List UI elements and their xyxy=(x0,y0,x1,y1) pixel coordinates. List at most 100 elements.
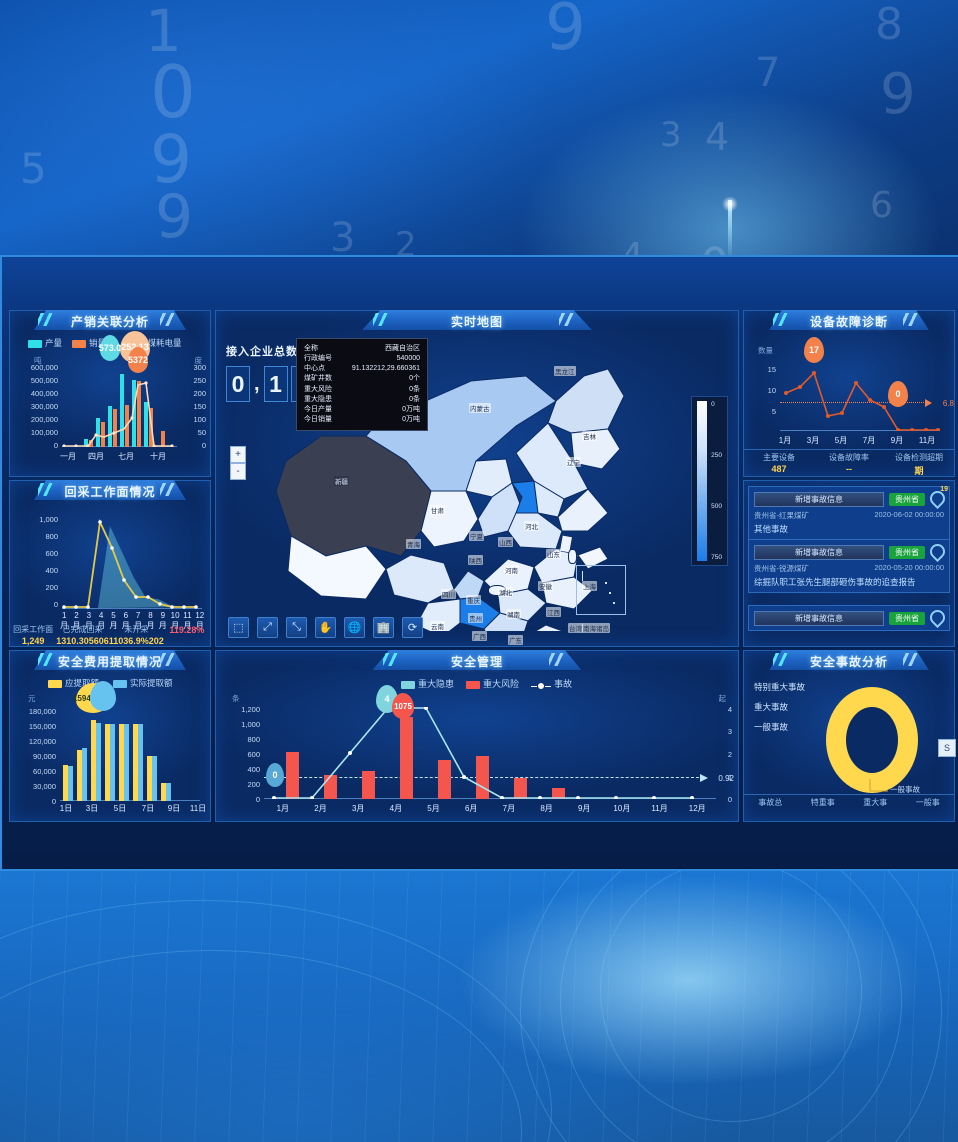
legend-safety-cost: 应提取额 实际提取额 xyxy=(48,677,173,689)
panel-mining-face: 回采工作面情况 1,000 800 600 400 200 0 xyxy=(9,480,211,647)
location-pin-icon xyxy=(926,540,949,563)
xtick-production: 一月 xyxy=(60,452,76,461)
accident-desc: 其他事故 xyxy=(754,524,789,534)
counter-digit: 1 xyxy=(263,366,288,402)
accident-province-badge: 贵州省 xyxy=(889,492,925,506)
callout-output: 573.0 xyxy=(99,335,121,361)
average-line xyxy=(780,402,928,403)
select-icon[interactable]: ⬚ xyxy=(228,617,249,638)
accident-time: 2020-05-20 00:00:00 xyxy=(874,563,944,572)
xtick-mining: 12月 xyxy=(195,611,205,630)
map-label-province: 湖北 xyxy=(498,587,513,597)
map-zoom-controls[interactable]: + - xyxy=(230,446,246,480)
accident-tag: 新增事故信息 xyxy=(754,544,884,560)
chart-mining-face-plot xyxy=(62,517,202,609)
location-pin-icon: 19 xyxy=(926,486,949,510)
legend-tick: 0 xyxy=(711,401,715,408)
map-label-province: 上海 xyxy=(582,581,597,591)
enterprise-counter-label: 接入企业总数 xyxy=(226,346,298,358)
xtick-equipment: 1月 xyxy=(778,436,792,445)
axis-unit-right-production: 度 xyxy=(194,356,203,365)
expand-icon[interactable]: ⤢ xyxy=(257,617,278,638)
legend-item-major: 重大事故 xyxy=(754,702,789,712)
map-toolbar[interactable]: ⬚ ⤢ ⤡ ✋ 🌐 🏢 ⟳ xyxy=(228,617,423,638)
tooltip-row: 中心点 91.132212,29.660361 xyxy=(304,365,420,373)
footer-mining-face: 回采工作面 1,249 已完成回采 1310.305606 未开采 11036.9%2… xyxy=(10,622,210,646)
xtick-production: 四月 xyxy=(88,452,104,461)
xtick-mining: 5月 xyxy=(109,611,118,630)
chart-safety-cost-plot: 159497168 xyxy=(60,681,200,801)
xtick-safety-cost: 5日 xyxy=(113,804,127,813)
xtick-safety: 9月 xyxy=(577,804,591,813)
map-label-province: 广东 xyxy=(508,635,523,645)
accident-item[interactable]: 新增事故信息 贵州省 19 贵州省-红果煤矿 2020-06-02 00:00:… xyxy=(748,486,950,540)
axis-unit-left-safety: 条 xyxy=(232,694,240,703)
globe-icon[interactable]: 🌐 xyxy=(344,617,365,638)
xtick-safety-cost: 7日 xyxy=(141,804,155,813)
map-zoom-in-button[interactable]: + xyxy=(230,446,246,463)
location-pin-icon xyxy=(926,606,949,629)
xtick-production: 七月 xyxy=(118,452,134,461)
axis-unit-right-safety: 起 xyxy=(718,694,727,703)
footer-stat: 设备检测超期期 xyxy=(895,453,943,476)
counter-digit: 0 xyxy=(226,366,250,402)
panel-title-safety-management: 安全管理 xyxy=(216,650,738,672)
map-label-province: 贵州 xyxy=(468,613,483,623)
legend-item-hazard: 重大隐患 xyxy=(401,677,454,690)
panel-safety-management: 安全管理 重大隐患 重大风险 事故 条 起 1,200 1,000 800 60… xyxy=(215,650,739,822)
refresh-icon[interactable]: ⟳ xyxy=(402,617,423,638)
accident-tag: 新增事故信息 xyxy=(754,491,884,507)
accident-item[interactable]: 新增事故信息 贵州省 xyxy=(748,605,950,631)
donut-annotation: 一般事故 xyxy=(890,785,920,794)
accident-time: 2020-06-02 00:00:00 xyxy=(874,510,944,519)
scroll-thumb[interactable]: S xyxy=(938,739,956,757)
xtick-mining: 2月 xyxy=(72,611,81,630)
accident-mine: 贵州省-红果煤矿 xyxy=(754,511,809,520)
xtick-equipment: 5月 xyxy=(834,436,848,445)
map-label-province: 宁夏 xyxy=(469,531,484,541)
panel-accident-feed[interactable]: 新增事故信息 贵州省 19 贵州省-红果煤矿 2020-06-02 00:00:… xyxy=(743,480,955,647)
xtick-mining: 7月 xyxy=(134,611,143,630)
xtick-equipment: 7月 xyxy=(862,436,876,445)
panel-title-mining-face: 回采工作面情况 xyxy=(10,480,210,502)
panel-title-accident-analysis: 安全事故分析 xyxy=(744,650,954,672)
map-zoom-out-button[interactable]: - xyxy=(230,463,246,480)
callout-equipment-max: 17 xyxy=(804,337,824,363)
callout-hazard-zero: 0 xyxy=(266,763,284,787)
color-ramp xyxy=(697,401,708,561)
xtick-safety: 1月 xyxy=(276,804,290,813)
xtick-safety: 10月 xyxy=(613,804,631,813)
map-label-province: 辽宁 xyxy=(566,457,581,467)
xtick-safety-cost: 11日 xyxy=(189,804,207,813)
legend-item-output: 产量 xyxy=(28,337,62,349)
counter-separator: , xyxy=(254,372,260,395)
xtick-equipment: 11月 xyxy=(918,436,936,445)
map-label-province: 山西 xyxy=(498,537,513,547)
map-color-legend: 0 250 500 750 xyxy=(691,396,728,566)
background-top-image: 1 0 9 9 9 8 9 7 3 4 3 2 4 0 6 5 xyxy=(0,0,958,300)
map-label-province: 湖南 xyxy=(506,609,521,619)
axis-unit-left-production: 吨 xyxy=(34,356,42,365)
xtick-safety: 7月 xyxy=(502,804,516,813)
xtick-mining: 8月 xyxy=(146,611,155,630)
average-label: 0.92 xyxy=(718,774,734,783)
building-icon[interactable]: 🏢 xyxy=(373,617,394,638)
tooltip-row: 煤矿井数 0个 xyxy=(304,375,420,383)
legend-safety-management: 重大隐患 重大风险 事故 xyxy=(401,677,572,690)
accident-item[interactable]: 新增事故信息 贵州省 贵州省-锐源煤矿 2020-05-20 00:00:00 … xyxy=(748,539,950,593)
xtick-mining: 9月 xyxy=(158,611,167,630)
footer-stat: 119.28% xyxy=(169,625,205,635)
legend-tick: 750 xyxy=(711,554,722,561)
legend-item-general: 一般事故 xyxy=(754,722,789,732)
map-label-province: 黑龙江 xyxy=(554,366,576,376)
xtick-safety: 11月 xyxy=(651,804,668,813)
pan-hand-icon[interactable]: ✋ xyxy=(315,617,336,638)
map-label-province: 广西 xyxy=(472,631,487,641)
map-label-province: 河南 xyxy=(504,565,519,575)
tooltip-row: 今日产量 0万吨 xyxy=(304,405,420,413)
collapse-icon[interactable]: ⤡ xyxy=(286,617,307,638)
tooltip-row: 重大隐患 0条 xyxy=(304,395,420,403)
xtick-mining: 4月 xyxy=(97,611,106,630)
panel-title-realtime-map: 实时地图 xyxy=(216,310,738,332)
map-label-province: 内蒙古 xyxy=(469,403,491,413)
